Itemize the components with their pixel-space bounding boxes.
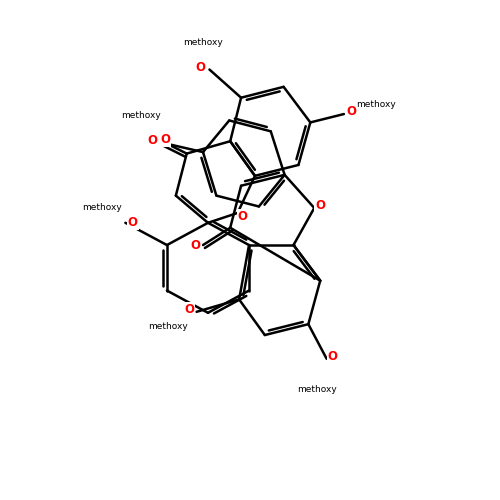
Text: O: O	[128, 216, 138, 230]
Text: methoxy: methoxy	[82, 204, 122, 212]
Text: methoxy: methoxy	[297, 385, 337, 394]
Text: methoxy: methoxy	[356, 100, 396, 108]
Text: methoxy: methoxy	[148, 322, 188, 331]
Text: O: O	[184, 303, 194, 316]
Text: methoxy: methoxy	[122, 111, 161, 120]
Text: O: O	[190, 238, 200, 252]
Text: O: O	[315, 199, 325, 212]
Text: O: O	[196, 60, 205, 74]
Text: O: O	[346, 105, 356, 118]
Text: O: O	[238, 210, 248, 224]
Text: O: O	[328, 350, 338, 363]
Text: O: O	[148, 134, 158, 146]
Text: O: O	[160, 133, 170, 146]
Text: methoxy: methoxy	[183, 38, 223, 47]
